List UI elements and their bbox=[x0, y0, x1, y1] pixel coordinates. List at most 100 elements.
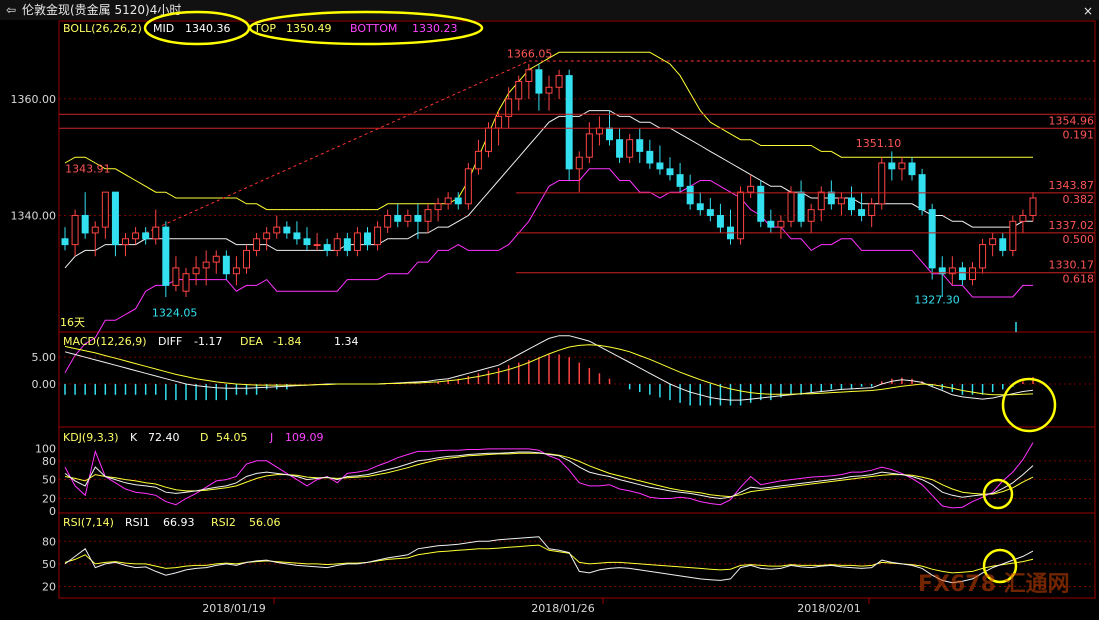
candle-body bbox=[979, 244, 987, 269]
candle-body bbox=[273, 226, 281, 234]
candle-body bbox=[333, 238, 341, 251]
boll-mid-label: MID bbox=[153, 22, 174, 35]
candle-body bbox=[384, 214, 392, 228]
kdj-k-label: K bbox=[130, 431, 138, 444]
candle-body bbox=[747, 185, 755, 193]
candle-body bbox=[222, 255, 230, 275]
candle-body bbox=[263, 232, 271, 240]
boll-top-value: 1350.49 bbox=[286, 22, 332, 35]
rsi-panel bbox=[59, 536, 1095, 587]
candle-body bbox=[132, 232, 140, 240]
boll-top-label: TOP bbox=[253, 22, 276, 35]
boll-label: BOLL(26,26,2) bbox=[63, 22, 142, 35]
candle-body bbox=[767, 220, 775, 228]
candle-body bbox=[999, 238, 1007, 251]
candle-body bbox=[837, 197, 845, 205]
candle-body bbox=[232, 267, 240, 275]
candle-body bbox=[787, 191, 795, 222]
boll-top-line bbox=[64, 51, 1033, 211]
candle-body bbox=[61, 238, 69, 246]
candle-body bbox=[948, 267, 956, 275]
fib-value: 1330.17 bbox=[1049, 259, 1095, 272]
kdj-k-value: 72.40 bbox=[148, 431, 180, 444]
candle-body bbox=[182, 273, 190, 292]
close-icon[interactable]: × bbox=[1083, 4, 1093, 18]
candle-body bbox=[737, 191, 745, 240]
candle-body bbox=[626, 139, 634, 158]
candle-body bbox=[474, 150, 482, 170]
rsi-tick-label: 20 bbox=[42, 580, 56, 593]
kdj-tick-label: 100 bbox=[35, 442, 56, 455]
candle-body bbox=[928, 209, 936, 269]
candle-body bbox=[666, 168, 674, 176]
rsi1-line bbox=[64, 536, 1034, 584]
candle-body bbox=[122, 238, 129, 246]
trend-line bbox=[145, 60, 530, 234]
fib-value: 1343.87 bbox=[1049, 179, 1095, 192]
boll-mid-value: 1340.36 bbox=[185, 22, 231, 35]
candle-body bbox=[71, 214, 79, 246]
x-tick-label: 2018/01/19 bbox=[202, 602, 265, 615]
candle-body bbox=[303, 238, 311, 246]
candle-body bbox=[212, 255, 220, 263]
candle-body bbox=[404, 214, 412, 222]
candle-body bbox=[343, 238, 351, 251]
candle-body bbox=[938, 267, 946, 275]
kdj-panel bbox=[59, 442, 1095, 509]
candle-body bbox=[243, 249, 250, 269]
back-icon[interactable]: ⇦ bbox=[6, 3, 16, 17]
kdj-tick-label: 20 bbox=[42, 492, 56, 505]
candle-body bbox=[485, 127, 492, 152]
candle-body bbox=[868, 203, 876, 216]
price-annotation: 1366.05 bbox=[507, 48, 553, 61]
candle-body bbox=[878, 162, 886, 205]
candle-body bbox=[394, 214, 402, 222]
candle-body bbox=[555, 75, 563, 88]
candle-body bbox=[565, 75, 573, 170]
highlight-rsi-circle bbox=[982, 548, 1018, 584]
candle-body bbox=[676, 174, 684, 187]
candle-body bbox=[101, 191, 109, 228]
fib-value: 1354.96 bbox=[1049, 114, 1095, 127]
candle-body bbox=[454, 197, 462, 205]
candle-body bbox=[716, 214, 724, 228]
candle-body bbox=[424, 209, 432, 222]
candle-body bbox=[434, 203, 442, 211]
candle-body bbox=[898, 162, 906, 170]
boll-bottom-label: BOTTOM bbox=[350, 22, 397, 35]
candle-body bbox=[545, 86, 553, 94]
highlight-macd-circle bbox=[1001, 377, 1057, 433]
candle-body bbox=[535, 69, 543, 94]
window-title: 伦敦金现(贵金属 5120)4小时 bbox=[22, 2, 181, 17]
candle-body bbox=[142, 232, 150, 240]
candle-body bbox=[464, 168, 472, 205]
macd-diff-label: DIFF bbox=[158, 335, 182, 348]
candle-body bbox=[293, 232, 301, 240]
macd-dea-line bbox=[64, 344, 1034, 396]
rsi2-line bbox=[64, 544, 1034, 574]
candle-body bbox=[414, 214, 422, 222]
candle-body bbox=[807, 209, 815, 222]
candle-body bbox=[253, 238, 261, 251]
candle-body bbox=[152, 226, 160, 240]
candle-body bbox=[353, 232, 361, 251]
candle-body bbox=[323, 244, 331, 251]
candle-body bbox=[777, 220, 785, 228]
kdj-d-value: 54.05 bbox=[216, 431, 248, 444]
macd-tick-label: 0.00 bbox=[32, 378, 57, 391]
candle-body bbox=[1009, 220, 1017, 251]
boll-bottom-line bbox=[64, 168, 1033, 374]
candle-body bbox=[888, 162, 896, 170]
candle-body bbox=[374, 226, 382, 246]
rsi1-value: 66.93 bbox=[163, 516, 195, 529]
price-annotation: 1343.91 bbox=[65, 163, 111, 176]
highlight-top-bottom-ellipse bbox=[248, 10, 484, 46]
candle-body bbox=[797, 191, 805, 222]
macd-diff-line bbox=[64, 335, 1034, 401]
candle-body bbox=[192, 267, 200, 275]
candle-body bbox=[908, 162, 916, 176]
candle-body bbox=[606, 127, 613, 141]
rsi2-label: RSI2 bbox=[211, 516, 236, 529]
macd-panel bbox=[59, 335, 1095, 406]
